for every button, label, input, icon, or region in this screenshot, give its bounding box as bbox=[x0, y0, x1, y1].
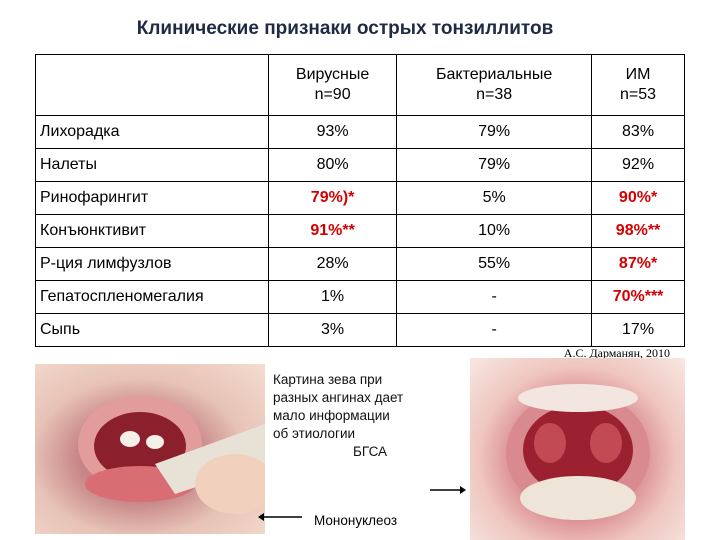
throat-illustration-left bbox=[78, 396, 265, 514]
row-label: Ринофарингит bbox=[35, 181, 269, 215]
value-cell: 3% bbox=[267, 313, 398, 347]
value-cell: 28% bbox=[267, 247, 398, 281]
header-empty-cell bbox=[35, 54, 269, 116]
table-row: Конъюнктивит 91%** 10% 98%** bbox=[35, 214, 685, 248]
mononucleosis-label: Мононуклеоз bbox=[314, 513, 398, 528]
value-cell: 10% bbox=[396, 214, 593, 248]
value-cell: 5% bbox=[396, 181, 593, 215]
header-viral: Вирусные n=90 bbox=[267, 54, 398, 116]
caption-gas-label: БГСА bbox=[353, 444, 388, 459]
header-viral-n: n=90 bbox=[314, 86, 351, 103]
throat-caption: Картина зева при разных ангинах дает мал… bbox=[273, 371, 403, 461]
value-cell: 79% bbox=[396, 115, 593, 149]
value-cell: 55% bbox=[396, 247, 593, 281]
value-cell: 1% bbox=[267, 280, 398, 314]
header-viral-label: Вирусные bbox=[295, 66, 370, 83]
slide-title: Клинические признаки острых тонзиллитов bbox=[136, 18, 554, 39]
row-label: Гепатоспленомегалия bbox=[35, 280, 269, 314]
header-bacterial-label: Бактериальные bbox=[436, 66, 553, 83]
value-cell: 92% bbox=[591, 148, 685, 182]
table-row: Налеты 80% 79% 92% bbox=[35, 148, 685, 182]
value-cell: 93% bbox=[267, 115, 398, 149]
value-cell: 87%* bbox=[591, 247, 685, 281]
row-label: Сыпь bbox=[35, 313, 269, 347]
caption-line-1: Картина зева при bbox=[273, 372, 383, 387]
table-row: Ринофарингит 79%)* 5% 90%* bbox=[35, 181, 685, 215]
clinical-signs-table: Вирусные n=90 Бактериальные n=38 ИМ n=53… bbox=[35, 54, 685, 347]
value-cell: 98%** bbox=[591, 214, 685, 248]
value-cell: 79% bbox=[396, 148, 593, 182]
table-header-row: Вирусные n=90 Бактериальные n=38 ИМ n=53 bbox=[35, 54, 685, 116]
value-cell: 79%)* bbox=[267, 181, 398, 215]
caption-line-3: мало информации bbox=[273, 408, 390, 423]
row-label: Налеты bbox=[35, 148, 269, 182]
value-cell: 70%*** bbox=[591, 280, 685, 314]
throat-illustration-right bbox=[506, 384, 650, 520]
throat-photo-right bbox=[470, 358, 685, 540]
author-credit: А.С. Дарманян, 2010 bbox=[563, 346, 670, 360]
header-bacterial-n: n=38 bbox=[476, 86, 513, 103]
row-label: Лихорадка bbox=[35, 115, 269, 149]
header-im-n: n=53 bbox=[620, 86, 657, 103]
arrow-right-icon bbox=[430, 486, 466, 494]
table-row: Лихорадка 93% 79% 83% bbox=[35, 115, 685, 149]
throat-photo-left bbox=[35, 364, 265, 534]
value-cell: 80% bbox=[267, 148, 398, 182]
value-cell: - bbox=[396, 280, 593, 314]
header-bacterial: Бактериальные n=38 bbox=[396, 54, 593, 116]
table-row: Гепатоспленомегалия 1% -70%*** bbox=[35, 280, 685, 314]
table-row: Сыпь 3% -17% bbox=[35, 313, 685, 347]
row-label: Конъюнктивит bbox=[35, 214, 269, 248]
arrow-left-icon bbox=[258, 513, 302, 521]
caption-line-2: разных ангинах дает bbox=[273, 390, 404, 405]
caption-line-4: об этиологии bbox=[273, 426, 356, 441]
header-im-label: ИМ bbox=[625, 66, 651, 83]
row-label: Р-ция лимфузлов bbox=[35, 247, 269, 281]
value-cell: 83% bbox=[591, 115, 685, 149]
header-im: ИМ n=53 bbox=[591, 54, 685, 116]
value-cell: 91%** bbox=[267, 214, 398, 248]
table-row: Р-ция лимфузлов 28% 55% 87%* bbox=[35, 247, 685, 281]
value-cell: 90%* bbox=[591, 181, 685, 215]
value-cell: 17% bbox=[591, 313, 685, 347]
value-cell: - bbox=[396, 313, 593, 347]
